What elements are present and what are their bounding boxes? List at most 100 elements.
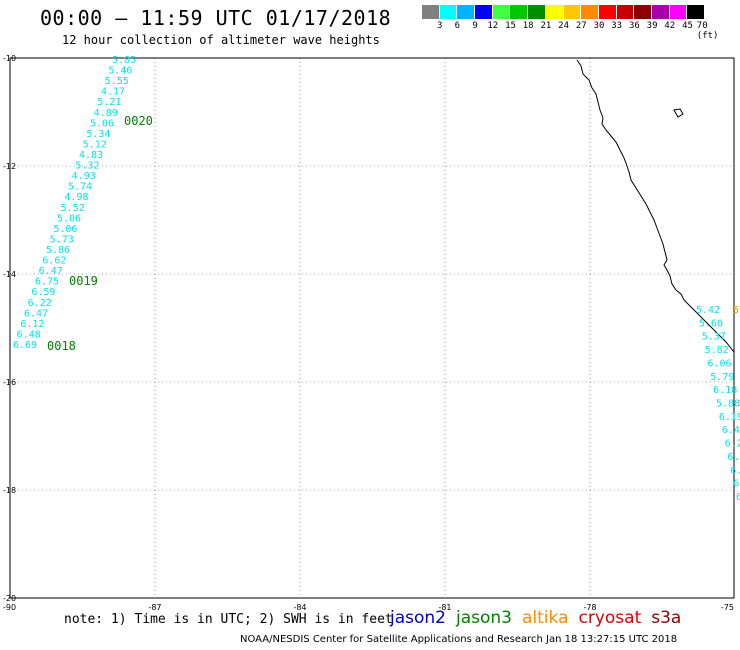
- wave-height-value: 5.06: [90, 118, 114, 129]
- wave-height-value: 5.46: [108, 66, 132, 77]
- satellite-jason2: jason2: [390, 608, 446, 628]
- wave-height-value: 6.06: [707, 358, 731, 369]
- wave-height-value: 6.47: [24, 308, 48, 319]
- scale-label: 6: [454, 21, 461, 31]
- scale-label: 45: [682, 21, 693, 31]
- satellite-altika: altika: [522, 608, 569, 628]
- scale-label: 9: [472, 21, 478, 31]
- map-title: 00:00 – 11:59 UTC 01/17/2018: [40, 6, 392, 30]
- wave-height-value: 5.12: [83, 139, 107, 150]
- scale-label: 21: [540, 21, 552, 31]
- coastline: [576, 59, 735, 353]
- island-outline: [673, 108, 684, 118]
- wave-height-value: 6.75: [35, 277, 59, 288]
- wave-height-value: 5.34: [86, 129, 110, 140]
- wave-height-value: 6.18: [713, 385, 737, 396]
- axis-labels: -10-12-14-16-18-20-90 -87 -84 -81 -78 -75: [3, 54, 734, 612]
- wave-height-value: 5.52: [61, 203, 85, 214]
- scale-swatch: [563, 5, 582, 19]
- wave-height-value: 5.21: [97, 97, 121, 108]
- wave-height-value: 6.08: [730, 465, 740, 476]
- satellite-cryosat: cryosat: [578, 608, 642, 628]
- wave-height-value: 4.89: [94, 108, 118, 119]
- wave-height-value: 4.93: [72, 171, 96, 182]
- wave-height-value: 6.03: [736, 492, 740, 503]
- scale-swatch: [492, 5, 511, 19]
- color-scale-swatches: [422, 5, 740, 19]
- wave-height-value: 4.98: [64, 192, 88, 203]
- satellite-s3a: s3a: [651, 608, 682, 628]
- satellite-legend: jason2 jason3 altika cryosat s3a: [390, 608, 691, 628]
- scale-label: 24: [558, 21, 570, 31]
- scale-swatch: [545, 5, 564, 19]
- scale-swatch: [634, 5, 652, 19]
- wave-height-value: 5.74: [68, 182, 92, 193]
- wave-height-value: 5.79: [710, 372, 734, 383]
- wave-height-value: 5.37: [702, 332, 726, 343]
- scale-label: 39: [646, 21, 658, 31]
- scale-swatch: [669, 5, 688, 19]
- wave-height-value: 4.83: [79, 150, 103, 161]
- wave-height-value: 5.86: [46, 245, 70, 256]
- scale-label: 12: [487, 21, 499, 31]
- scale-swatch: [687, 5, 705, 19]
- wave-height-value: 5.73: [50, 234, 74, 245]
- longitude-label: -78: [583, 603, 596, 612]
- scale-swatch: [475, 5, 493, 19]
- wave-height-value: 6.47: [39, 266, 63, 277]
- wave-height-value: 5.85: [112, 55, 136, 66]
- scale-swatch: [581, 5, 599, 19]
- scale-swatch: [528, 5, 546, 19]
- wave-height-value: 5.06: [53, 224, 77, 235]
- wave-height-value: 6.28: [725, 439, 740, 450]
- wave-height-value: 6.05: [733, 479, 740, 490]
- longitude-label: -81: [438, 603, 451, 612]
- wave-height-value: 6.62: [42, 256, 66, 267]
- wave-height-value: 5.42: [696, 305, 720, 316]
- scale-label: 30: [593, 21, 605, 31]
- wave-height-value: 5.55: [105, 76, 129, 87]
- longitude-label: -75: [721, 603, 734, 612]
- wave-height-value: 6.48: [17, 329, 41, 340]
- map-subtitle: 12 hour collection of altimeter wave hei…: [62, 33, 380, 47]
- edge-value-fragment: 5: [733, 305, 739, 316]
- map-frame: [9, 57, 735, 599]
- scale-label: 36: [628, 21, 640, 31]
- scale-swatch: [439, 5, 458, 19]
- scale-label: 42: [664, 21, 676, 31]
- longitude-label: -84: [293, 603, 306, 612]
- color-scale-legend: 3 6 9 12 15 18 21 24 27 30 33 36 39 42 45 70 (ft): [422, 5, 740, 41]
- wave-height-value: 6.41: [722, 425, 740, 436]
- wave-height-value: 6.11: [727, 452, 740, 463]
- graticule: [10, 58, 734, 598]
- longitude-label: -87: [148, 603, 161, 612]
- wave-height-value: 5.88: [716, 399, 740, 410]
- scale-swatch: [651, 5, 670, 19]
- scale-swatch: [598, 5, 617, 19]
- satellite-jason3: jason3: [456, 608, 512, 628]
- note-text: note: 1) Time is in UTC; 2) SWH is in fe…: [64, 612, 393, 627]
- pass-time-label: 0019: [69, 274, 98, 288]
- scale-swatch: [510, 5, 529, 19]
- pass-time-label: 0018: [47, 339, 76, 353]
- footer-credit: NOAA/NESDIS Center for Satellite Applica…: [240, 634, 678, 645]
- color-scale-labels: 3 6 9 12 15 18 21 24 27 30 33 36 39 42 45 70 (ft): [422, 21, 740, 41]
- wave-height-value: 6.12: [20, 319, 44, 330]
- longitude-label: -90: [3, 603, 16, 612]
- wave-height-value: 6.19: [719, 412, 740, 423]
- scale-label: 27: [575, 21, 587, 31]
- wave-height-track: 5.855.465.554.175.214.895.065.345.124.83…: [13, 55, 740, 503]
- wave-height-value: 5.60: [699, 318, 723, 329]
- scale-label: 33: [611, 21, 623, 31]
- scale-label: 18: [522, 21, 534, 31]
- wave-height-value: 4.17: [101, 87, 125, 98]
- scale-swatch: [457, 5, 476, 19]
- wave-height-value: 6.59: [31, 287, 55, 298]
- wave-height-value: 5.06: [57, 213, 81, 224]
- wave-height-value: 6.22: [28, 298, 52, 309]
- scale-label: 15: [505, 21, 516, 31]
- scale-label: 3: [436, 21, 443, 31]
- pass-time-label: 0020: [124, 114, 153, 128]
- scale-swatch: [422, 5, 440, 19]
- wave-height-value: 5.32: [75, 161, 99, 172]
